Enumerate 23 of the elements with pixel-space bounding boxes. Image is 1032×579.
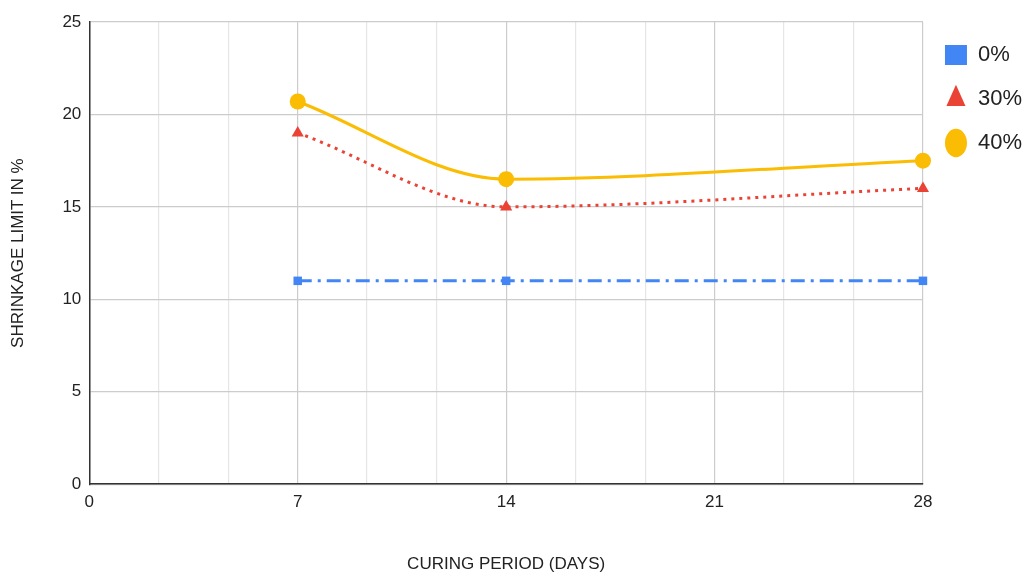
point [291,125,304,137]
y-tick-label: 10 [62,289,82,309]
x-tick-label: 7 [292,492,303,512]
y-tick-label: 20 [62,104,82,124]
x-tick-label: 21 [705,492,725,512]
point [500,199,513,211]
legend-label: 0% [977,41,1010,67]
y-axis-title: SHRINKAGE LIMIT IN % [7,158,27,348]
x-axis-title: CURING PERIOD (DAYS) [407,554,606,574]
point [289,93,306,110]
legend-label: 30% [977,85,1023,111]
point [914,152,931,169]
point [916,181,930,192]
x-tick-label: 28 [913,492,933,512]
x-tick-label: 0 [84,492,95,512]
y-tick-label: 5 [71,381,82,401]
point [498,171,515,188]
x-tick-label: 14 [496,492,516,512]
y-tick-label: 0 [71,473,82,493]
y-tick-label: 25 [62,11,82,31]
y-tick-label: 15 [62,196,82,216]
point [293,276,302,286]
legend-label: 40% [977,129,1023,155]
